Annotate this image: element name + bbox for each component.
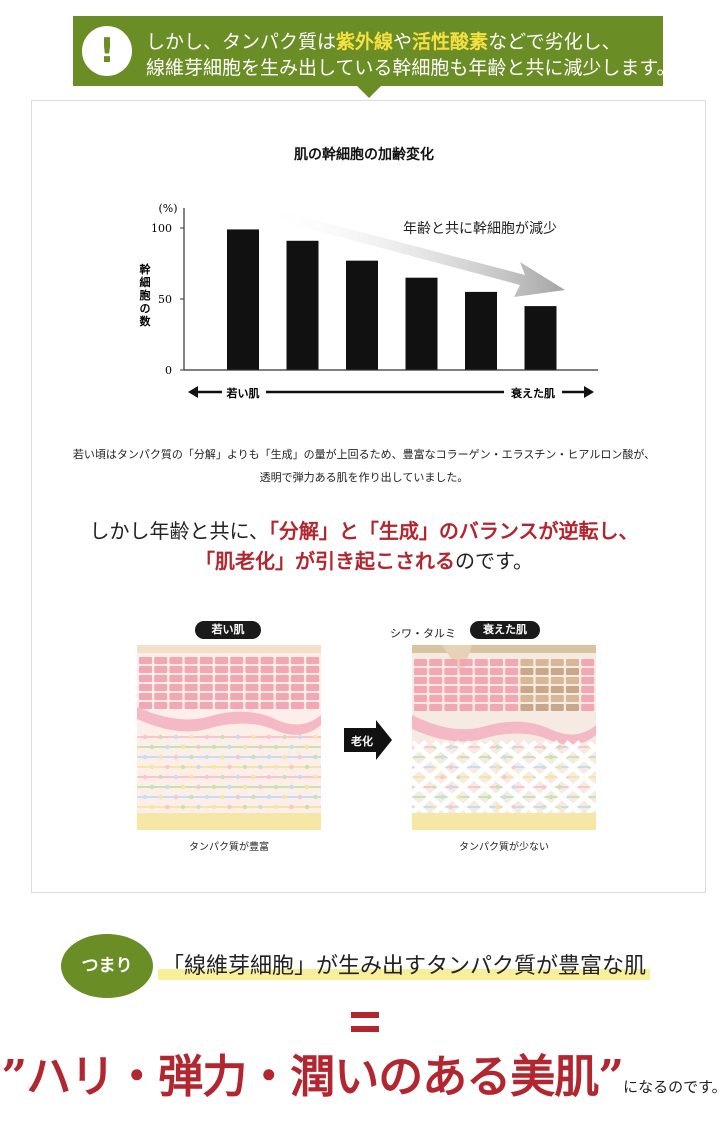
lead-line-2: 「肌老化」が引き起こされるのです。 — [195, 549, 533, 573]
y-tick-label: 100 — [151, 222, 172, 235]
description-line-1: 若い頃はタンパク質の「分解」よりも「生成」の量が上回るため、豊富なコラーゲン・エ… — [72, 448, 656, 461]
aged-skin-caption: タンパク質が少ない — [459, 842, 549, 853]
bar — [524, 306, 557, 370]
wrinkle-callout: シワ・タルミ — [390, 627, 456, 640]
chart-title: 肌の幹細胞の加齢変化 — [294, 147, 434, 163]
right-arrow-icon — [584, 386, 594, 398]
x-start-label: 若い肌 — [227, 386, 260, 400]
banner-line-2: 線維芽細胞を生み出している幹細胞も年齢と共に減少します。 — [146, 57, 676, 79]
aged-skin-illustration — [412, 645, 596, 830]
summary-badge: つまり — [61, 934, 153, 998]
x-end-label: 衰えた肌 — [510, 386, 555, 400]
equals-icon — [351, 1012, 379, 1040]
bar — [465, 291, 497, 370]
young-skin-label: 若い肌 — [195, 621, 261, 639]
final-statement: ”ハリ・弾力・潤いのある美肌”になるのです。 — [1, 1050, 727, 1103]
y-tick-label: 0 — [165, 364, 172, 377]
bar — [227, 229, 259, 370]
y-unit-label: (%) — [158, 202, 177, 215]
bar — [286, 240, 319, 370]
banner-pointer — [357, 86, 381, 98]
young-skin-caption: タンパク質が豊富 — [189, 842, 269, 853]
left-arrow-icon — [188, 386, 198, 398]
aging-arrow-icon: 老化 — [344, 720, 392, 760]
headline-banner — [73, 16, 663, 86]
exclamation-icon: ! — [82, 26, 132, 76]
y-axis-label: 幹細胞の数 — [140, 262, 152, 328]
trend-arrow-icon — [258, 205, 565, 297]
banner-line-1: しかし、タンパク質は紫外線や活性酸素などで劣化し、 — [146, 31, 621, 53]
bar — [405, 277, 438, 370]
svg-text:老化: 老化 — [350, 734, 373, 748]
bar — [346, 260, 378, 370]
lead-line-1: しかし年齢と共に、「分解」と「生成」のバランスが逆転し、 — [89, 519, 639, 543]
y-tick-label: 50 — [158, 293, 172, 306]
young-skin-illustration — [137, 645, 321, 830]
aged-skin-label: 衰えた肌 — [470, 621, 540, 639]
summary-text: 「線維芽細胞」が生み出すタンパク質が豊富な肌 — [158, 948, 651, 980]
stem-cell-bar-chart: 0 50 100 (%) 年齢と共に幹細胞が減少 幹細胞の数 若い肌 衰えた肌 — [140, 202, 598, 400]
description-line-2: 透明で弾力ある肌を作り出していました。 — [259, 471, 469, 484]
trend-annotation: 年齢と共に幹細胞が減少 — [403, 220, 557, 237]
